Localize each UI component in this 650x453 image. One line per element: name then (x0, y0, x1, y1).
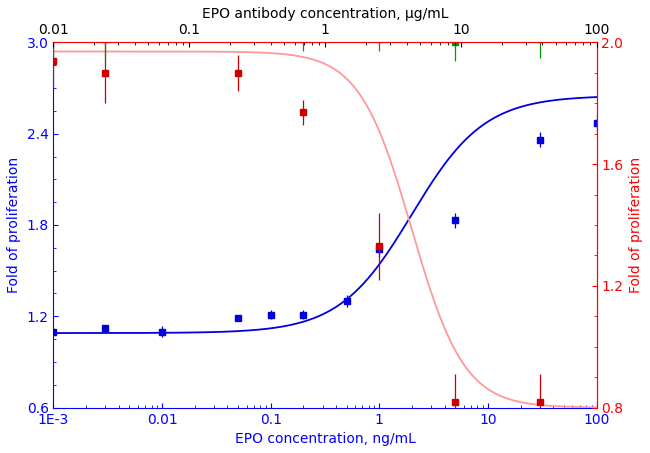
Y-axis label: Fold of proliferation: Fold of proliferation (7, 157, 21, 293)
Y-axis label: Fold of proliferation: Fold of proliferation (629, 157, 643, 293)
X-axis label: EPO antibody concentration, μg/mL: EPO antibody concentration, μg/mL (202, 7, 448, 21)
X-axis label: EPO concentration, ng/mL: EPO concentration, ng/mL (235, 432, 415, 446)
